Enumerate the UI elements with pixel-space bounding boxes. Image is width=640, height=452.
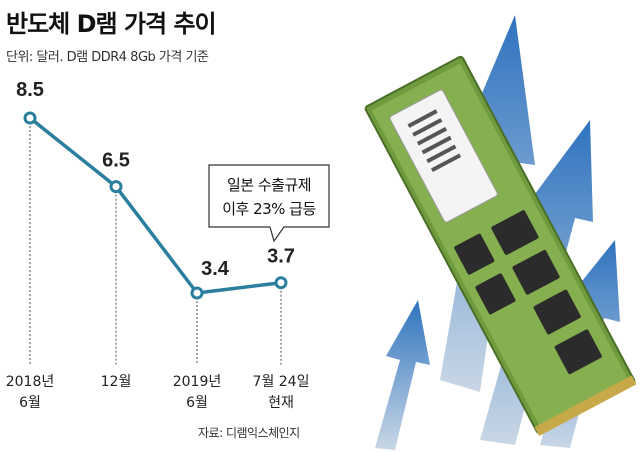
annotation-text: 일본 수출규제 <box>227 176 311 194</box>
data-label: 3.4 <box>201 258 230 280</box>
x-tick-label: 2019년 <box>173 374 222 390</box>
x-tick-label: 현재 <box>268 395 294 411</box>
data-label: 3.7 <box>267 246 295 268</box>
annotation-callout <box>208 164 330 243</box>
x-tick-label: 7월 24일 <box>253 374 310 390</box>
x-tick-label: 12월 <box>101 374 132 390</box>
data-point <box>23 111 37 125</box>
ram-module-icon <box>364 55 637 436</box>
chart-title: 반도체 D램 가격 추이 <box>6 10 217 38</box>
data-label: 6.5 <box>102 150 130 172</box>
x-tick-label: 6월 <box>186 395 208 411</box>
x-tick-label: 2018년 <box>6 374 55 390</box>
ram-module-illustration <box>364 15 637 450</box>
data-point <box>190 286 204 300</box>
annotation-text: 이후 23% 급등 <box>222 200 316 218</box>
data-point <box>274 276 288 290</box>
series-line <box>28 116 282 295</box>
chart-subtitle: 단위: 달러. D램 DDR4 8Gb 가격 기준 <box>6 50 209 65</box>
rising-arrow-icon <box>375 300 430 450</box>
data-point <box>109 180 123 194</box>
x-tick-label: 6월 <box>19 395 41 411</box>
data-label: 8.5 <box>16 79 44 101</box>
source-note: 자료: 디램익스체인지 <box>198 426 300 440</box>
